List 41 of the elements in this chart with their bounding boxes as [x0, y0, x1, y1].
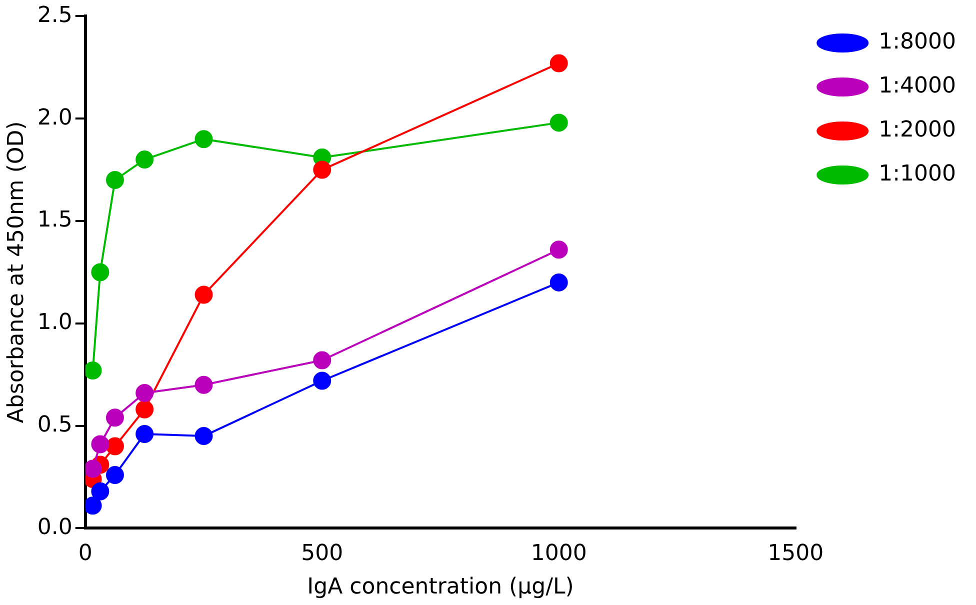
point [313, 351, 332, 370]
y-tick-label: 0.0 [37, 514, 72, 540]
legend-label: 1:2000 [878, 118, 956, 143]
point [106, 171, 124, 190]
x-tick-label: 1500 [768, 541, 824, 566]
legend-label: 1:1000 [878, 162, 956, 187]
point [85, 496, 102, 515]
point [313, 372, 332, 390]
point [194, 286, 213, 304]
y-tick-label: 1.5 [37, 208, 72, 233]
point [194, 427, 213, 446]
point [136, 150, 154, 169]
point [136, 424, 154, 443]
y-tick-label: 0.5 [37, 412, 72, 438]
point [106, 437, 124, 456]
point [136, 384, 154, 402]
point [106, 466, 124, 484]
y-tick-label: 1.0 [37, 310, 72, 336]
point [550, 114, 568, 132]
point [91, 435, 110, 454]
point [194, 130, 213, 148]
point [550, 54, 568, 72]
point [136, 400, 154, 418]
y-tick-label: 2.5 [37, 2, 72, 28]
point [550, 273, 568, 292]
point [85, 460, 102, 478]
legend-label: 1:8000 [878, 30, 956, 55]
point [313, 160, 332, 179]
y-tick-label: 2.0 [37, 105, 72, 130]
point [91, 263, 110, 282]
point [550, 240, 568, 259]
x-tick-label: 0 [78, 541, 92, 566]
point [85, 362, 102, 380]
point [194, 376, 213, 394]
y-axis-title: Absorbance at 450nm (OD) [4, 121, 29, 424]
point [91, 482, 110, 500]
x-tick-label: 1000 [530, 541, 587, 566]
point [106, 408, 124, 427]
legend-label: 1:4000 [878, 74, 956, 99]
x-axis-title: IgA concentration (μg/L) [307, 574, 574, 600]
x-tick-label: 500 [301, 541, 344, 566]
